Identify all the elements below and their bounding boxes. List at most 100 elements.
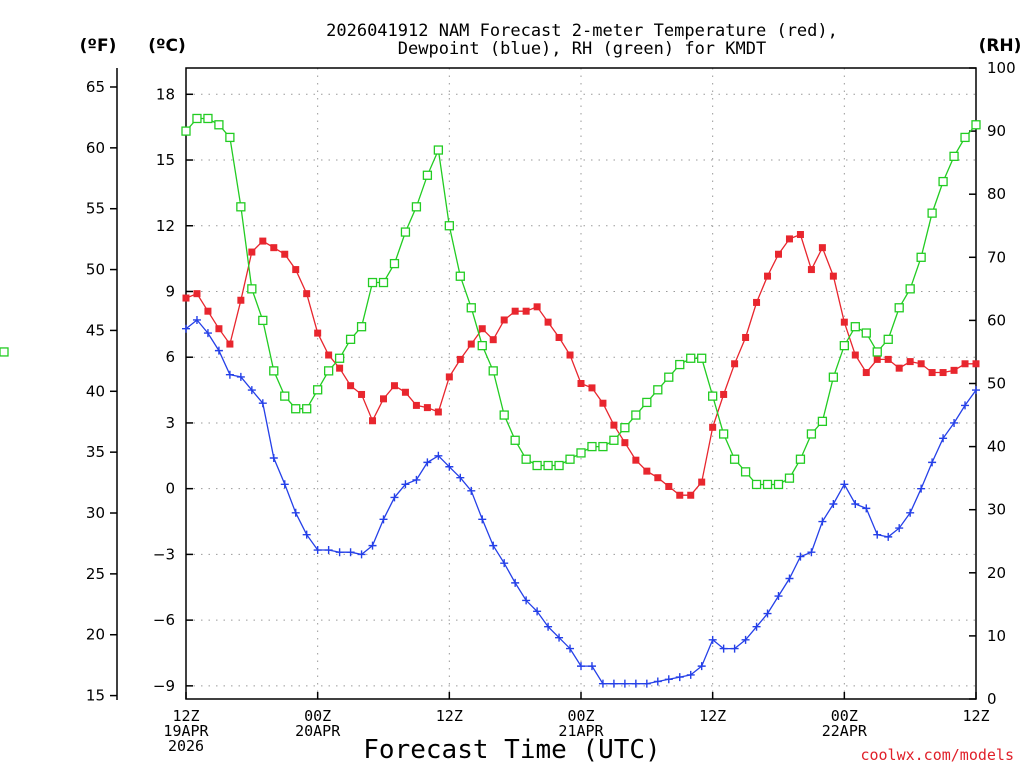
- dewpoint-point: [774, 592, 783, 601]
- temperature-point: [215, 325, 223, 333]
- temperature-point: [895, 364, 903, 372]
- rh-point: [960, 132, 970, 143]
- temperature-point: [731, 360, 739, 368]
- rh-point: [609, 435, 619, 445]
- dewpoint-point: [357, 550, 366, 559]
- dewpoint-line: [185, 319, 977, 685]
- dewpoint-point: [247, 386, 256, 395]
- temperature-point: [785, 235, 793, 243]
- fahrenheit-tick-label: 20: [86, 626, 105, 644]
- rh-point: [313, 385, 323, 395]
- fahrenheit-tick-label: 65: [86, 78, 105, 96]
- rh-point: [861, 328, 871, 338]
- rh-point: [576, 448, 586, 458]
- rh-point: [400, 227, 411, 237]
- dewpoint-point: [884, 532, 893, 541]
- dewpoint-point: [236, 372, 245, 381]
- rh-point: [883, 334, 893, 344]
- rh-point: [905, 284, 915, 294]
- temperature-point: [511, 307, 519, 315]
- rh-point: [598, 441, 608, 452]
- dewpoint-point: [620, 679, 629, 688]
- temperature-point: [401, 388, 409, 396]
- rh-point: [236, 202, 246, 212]
- rh-point: [444, 221, 454, 231]
- dewpoint-point: [225, 370, 234, 379]
- dewpoint-point: [763, 609, 772, 618]
- dewpoint-point: [961, 401, 970, 410]
- dewpoint-point: [368, 541, 377, 550]
- dewpoint-point: [456, 473, 465, 482]
- temperature-point: [533, 303, 541, 311]
- temperature-point: [303, 290, 311, 298]
- rh-point: [708, 391, 718, 401]
- rh-point: [181, 126, 191, 136]
- temperature-point: [588, 384, 596, 392]
- rh-point: [291, 404, 301, 414]
- celsius-tick-label: 18: [156, 85, 175, 103]
- dewpoint-point: [291, 508, 300, 517]
- dewpoint-point: [785, 574, 794, 583]
- temperature-point: [544, 318, 552, 326]
- fahrenheit-tick-label: 25: [86, 565, 105, 583]
- rh-tick-label: 10: [987, 627, 1006, 645]
- dewpoint-point: [324, 546, 333, 555]
- temperature-point: [380, 395, 387, 403]
- temperature-point: [204, 307, 212, 315]
- celsius-tick-label: 0: [165, 480, 175, 498]
- dewpoint-point: [269, 453, 278, 462]
- rh-point: [916, 252, 926, 262]
- series-layer: [0, 114, 981, 688]
- x-tick-label: 12Z: [699, 707, 726, 725]
- rh-point: [214, 120, 224, 130]
- temperature-point: [906, 358, 914, 366]
- temperature-point: [500, 316, 508, 324]
- rh-tick-label: 30: [987, 501, 1006, 519]
- fahrenheit-tick-label: 55: [86, 200, 105, 218]
- x-tick-label: 2026: [168, 737, 204, 755]
- temperature-point: [412, 401, 420, 409]
- temperature-point: [643, 467, 651, 475]
- rh-point: [620, 423, 630, 433]
- temperature-point: [939, 369, 947, 377]
- temperature-point: [665, 482, 673, 490]
- rh-point: [718, 429, 729, 439]
- dewpoint-point: [950, 418, 959, 427]
- dewpoint-point: [664, 675, 673, 684]
- x-tick-label: 00Z: [304, 707, 331, 725]
- dewpoint-point: [555, 633, 564, 642]
- temperature-point: [742, 333, 750, 341]
- dewpoint-point: [653, 677, 662, 686]
- rh-point: [521, 454, 531, 464]
- dewpoint-point: [390, 493, 399, 502]
- temperature-point: [961, 360, 969, 368]
- celsius-unit-label: (ºC): [148, 36, 186, 56]
- rh-point: [653, 385, 663, 395]
- celsius-tick-label: −6: [153, 611, 175, 629]
- rh-point: [938, 176, 948, 187]
- temperature-point: [610, 421, 618, 429]
- rh-point: [817, 416, 828, 427]
- dewpoint-point: [796, 552, 805, 561]
- dewpoint-point: [741, 635, 750, 644]
- rh-point: [477, 340, 487, 351]
- rh-point: [729, 454, 740, 464]
- dewpoint-point: [214, 346, 223, 355]
- dewpoint-point: [522, 596, 531, 605]
- dewpoint-point: [379, 515, 388, 524]
- rh-point: [642, 397, 652, 408]
- dewpoint-point: [972, 386, 980, 395]
- rh-point: [532, 460, 542, 471]
- dewpoint-point: [708, 635, 717, 644]
- temperature-point: [950, 366, 958, 374]
- x-tick-label: 00Z: [567, 707, 594, 725]
- dewpoint-point: [598, 679, 607, 688]
- dewpoint-point: [873, 530, 882, 539]
- temperature-point: [862, 369, 870, 377]
- temperature-point: [621, 439, 629, 447]
- temperature-point: [829, 272, 837, 280]
- dewpoint-point: [544, 622, 553, 631]
- dewpoint-point: [587, 662, 596, 671]
- temperature-point: [632, 456, 640, 464]
